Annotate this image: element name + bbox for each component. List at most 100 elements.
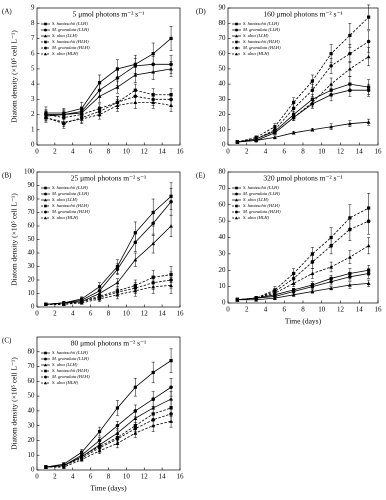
data-point	[115, 441, 120, 445]
data-point	[348, 51, 352, 56]
legend-marker	[234, 216, 239, 220]
data-point	[329, 93, 333, 97]
x-tick-label: 6	[89, 148, 93, 156]
data-point	[310, 289, 315, 294]
legend-marker	[44, 375, 47, 379]
data-point	[348, 33, 352, 37]
data-point	[133, 257, 138, 262]
legend-label: S. hantzschii (LLH)	[52, 21, 88, 26]
legend-marker	[44, 22, 47, 26]
legend-label: S. ulna (LLH)	[52, 362, 78, 367]
series-line	[45, 68, 172, 117]
data-point	[115, 85, 120, 89]
x-tick-label: 16	[177, 473, 185, 481]
series-line	[45, 101, 172, 123]
x-tick-label: 6	[283, 148, 287, 156]
y-tick-label: 80	[219, 168, 227, 176]
x-tick-label: 4	[264, 306, 268, 314]
data-point	[151, 370, 155, 375]
data-point	[61, 120, 66, 124]
y-axis-label: Diatom density (×10⁵ cell L⁻¹)	[10, 193, 19, 286]
legend-label: S. ulna (HLH)	[52, 51, 79, 56]
y-tick-label: 3	[31, 95, 35, 103]
legend-marker	[43, 52, 48, 56]
y-tick-label: 0	[222, 141, 226, 149]
panel-label: (D)	[196, 8, 206, 16]
y-tick-label: 40	[219, 233, 227, 241]
legend-label: M. granulata (HLH)	[51, 45, 90, 50]
y-tick-label: 90	[219, 4, 227, 12]
data-point	[329, 265, 334, 269]
y-tick-label: 2	[31, 110, 35, 118]
y-tick-label: 60	[219, 200, 227, 208]
y-axis-label: Diatom density (×10⁵ cell L⁻¹)	[10, 357, 19, 450]
y-tick-label: 100	[24, 168, 35, 176]
data-point	[366, 281, 371, 285]
data-point	[347, 66, 352, 71]
legend-label: M. granulata (HLH)	[51, 374, 90, 379]
data-point	[310, 88, 315, 92]
data-point	[151, 241, 156, 246]
legend-label: S. hantzschii (HLH)	[52, 39, 89, 44]
y-tick-label: 0	[222, 299, 226, 307]
legend-label: S. hantzschii (HLH)	[52, 203, 89, 208]
y-tick-label: 0	[31, 141, 35, 149]
legend-marker	[44, 28, 47, 32]
data-point	[133, 409, 138, 413]
legend-marker	[43, 363, 48, 367]
legend-label: S. ulna (HLH)	[52, 215, 79, 220]
x-tick-label: 10	[318, 148, 326, 156]
y-tick-label: 70	[28, 208, 36, 216]
x-tick-label: 14	[356, 148, 364, 156]
y-tick-label: 0	[31, 466, 35, 474]
data-point	[272, 291, 277, 295]
y-tick-label: 20	[28, 276, 36, 284]
data-point	[44, 465, 48, 469]
legend-marker	[43, 34, 48, 38]
legend-label: S. ulna (LLH)	[52, 197, 78, 202]
legend-marker	[235, 40, 238, 44]
legend-marker	[235, 186, 238, 190]
panel-label: (A)	[2, 8, 12, 16]
x-tick-label: 12	[141, 473, 149, 481]
x-tick-label: 8	[107, 148, 111, 156]
y-tick-label: 60	[28, 377, 36, 385]
data-point	[115, 67, 120, 71]
y-tick-label: 90	[28, 181, 36, 189]
data-point	[151, 70, 156, 74]
data-point	[291, 115, 296, 120]
data-point	[151, 52, 155, 56]
series-line	[45, 89, 172, 119]
x-axis-label: Time (days)	[285, 317, 322, 326]
data-point	[133, 416, 138, 420]
legend-label: M. granulata (HLH)	[242, 45, 281, 50]
data-point	[61, 302, 66, 306]
series-line	[45, 420, 172, 468]
data-point	[169, 412, 173, 416]
legend-marker	[44, 40, 47, 44]
legend-label: S. hantzschii (HLH)	[243, 39, 280, 44]
legend-marker	[44, 46, 47, 50]
y-tick-label: 60	[219, 49, 227, 57]
data-point	[79, 301, 84, 305]
data-point	[97, 448, 102, 453]
data-point	[61, 465, 66, 469]
x-tick-label: 4	[71, 148, 75, 156]
legend-label: S. hantzschii (LLH)	[243, 185, 279, 190]
y-tick-label: 40	[28, 406, 36, 414]
data-point	[235, 297, 240, 302]
legend-marker	[43, 381, 48, 385]
data-point	[97, 438, 102, 443]
x-tick-label: 14	[159, 473, 167, 481]
y-tick-label: 7	[31, 34, 35, 42]
data-point	[151, 100, 156, 104]
data-point	[291, 106, 296, 111]
panel-title: 320 μmol photons m⁻² s⁻¹	[263, 174, 342, 183]
data-point	[169, 419, 173, 423]
data-point	[329, 243, 333, 248]
y-tick-label: 20	[28, 436, 36, 444]
data-point	[169, 199, 173, 204]
legend-marker	[235, 210, 238, 214]
panel-title: 25 μmol photons m⁻² s⁻¹	[71, 174, 147, 183]
x-tick-label: 10	[318, 306, 326, 314]
